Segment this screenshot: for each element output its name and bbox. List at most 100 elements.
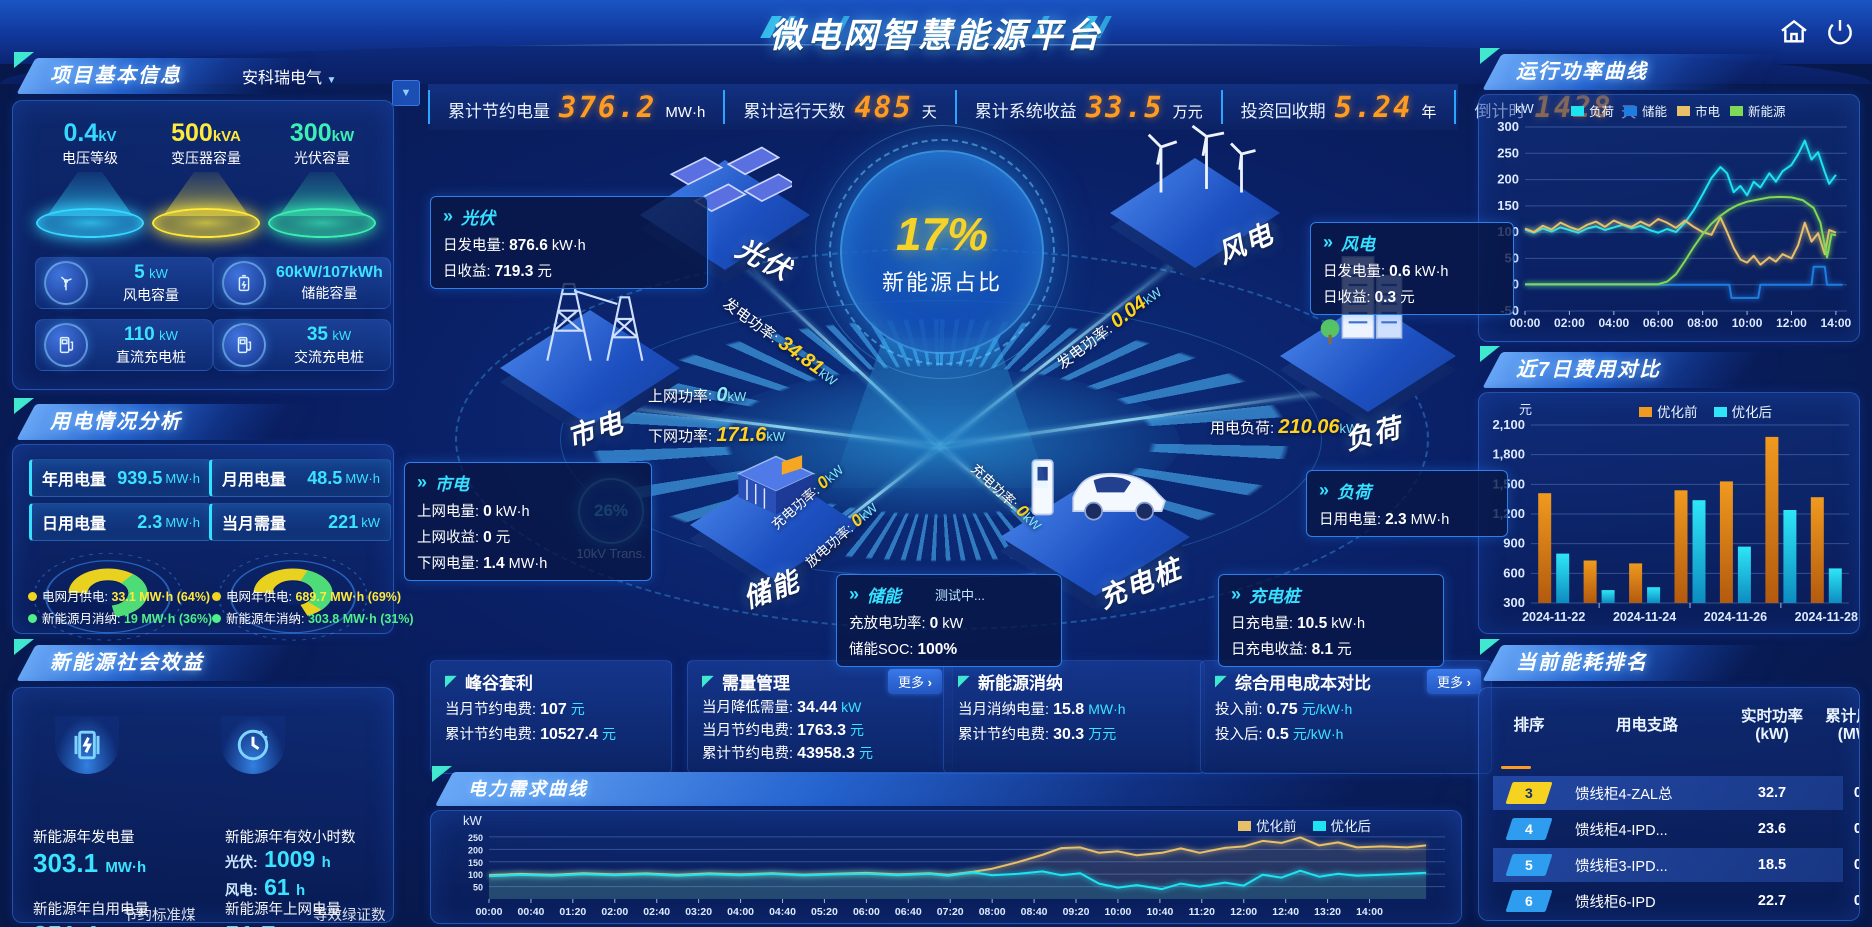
svg-text:08:00: 08:00	[1687, 316, 1718, 330]
battery-icon	[222, 261, 266, 305]
svg-text:14:00: 14:00	[1821, 316, 1852, 330]
svg-text:05:20: 05:20	[811, 906, 838, 918]
battery-lightning-icon	[55, 716, 119, 774]
svg-text:2024-11-28: 2024-11-28	[1795, 610, 1858, 624]
panel-usage-analysis: 用电情况分析 年用电量 939.5 MW·h 月用电量 48.5 MW·h 日用电量 2.…	[12, 398, 414, 641]
svg-text:250: 250	[1497, 145, 1519, 160]
card-renewable-consumption: 新能源消纳 当月消纳电量: 15.8 MW·h 累计节约电费: 30.3 万元	[943, 660, 1205, 774]
card-wind: 风电 日发电量: 0.6 kW·h 日收益: 0.3 元	[1310, 222, 1514, 315]
svg-text:00:40: 00:40	[518, 906, 545, 918]
svg-text:08:00: 08:00	[979, 906, 1006, 918]
donut-year-supply	[208, 541, 378, 651]
svg-text:150: 150	[468, 858, 483, 868]
island-storage	[690, 455, 860, 594]
card-pv: 光伏 日发电量: 876.6 kW·h 日收益: 719.3 元	[430, 196, 708, 289]
svg-text:14:00: 14:00	[1356, 906, 1383, 918]
cost-legend: 优化前 优化后	[1639, 401, 1772, 421]
panel-demand-curve: 电力需求曲线 kW 优化前 优化后 250 200 150 100 50 00:00 00:…	[430, 766, 1462, 927]
ranking-row[interactable]: 6 馈线柜6-IPD 22.7 0.1	[1493, 884, 1859, 918]
coal-label: 节约标准煤	[123, 908, 196, 924]
pv-hours: 光伏: 1009 h	[225, 846, 331, 872]
svg-text:03:20: 03:20	[685, 906, 712, 918]
svg-text:09:20: 09:20	[1063, 906, 1090, 918]
self-use-value: 251.4 MW·h	[33, 920, 146, 927]
svg-text:10:00: 10:00	[1105, 906, 1132, 918]
hours-label: 新能源年有效小时数	[225, 830, 356, 846]
flow-load-power: 用电负荷: 210.06kW	[1210, 416, 1359, 438]
svg-text:2,100: 2,100	[1492, 417, 1525, 432]
card-load: 负荷 日用电量: 2.3 MW·h	[1306, 470, 1508, 537]
panel-title: 新能源社会效益	[50, 652, 204, 674]
stat-wind-capacity: 5 kW 风电容量	[35, 257, 213, 309]
panel-title: 运行功率曲线	[1516, 61, 1648, 83]
svg-text:250: 250	[468, 833, 483, 843]
svg-text:02:40: 02:40	[643, 906, 670, 918]
svg-text:12:00: 12:00	[1776, 316, 1807, 330]
export-label: 新能源年上网电量	[225, 902, 341, 918]
svg-text:200: 200	[468, 845, 483, 855]
kpi-run-days: 累计运行天数 485 天	[723, 90, 954, 124]
svg-text:0: 0	[1512, 277, 1519, 292]
panel-title: 当前能耗排名	[1516, 652, 1648, 674]
kpi-stats-bar: 累计节约电量 376.2 MW·h 累计运行天数 485 天 累计系统收益 33.5 万元 …	[428, 84, 1636, 130]
wind-turbine-icon	[44, 261, 88, 305]
power-curve-chart: 300250200150100500-5000:0002:0004:0006:0…	[1479, 117, 1859, 337]
more-button[interactable]: 更多	[888, 669, 942, 694]
export-value: 51.7 MW·h	[225, 920, 324, 927]
svg-text:04:00: 04:00	[1598, 316, 1629, 330]
panel-project-info: 项目基本信息 安科瑞电气 ▼ 0.4kV 电压等级 500kVA 变压器容量 3…	[12, 52, 394, 394]
stat-pv-capacity: 300kW 光伏容量	[263, 119, 381, 238]
kpi-revenue: 累计系统收益 33.5 万元	[954, 90, 1221, 124]
more-button[interactable]: 更多	[1427, 669, 1481, 694]
ranking-row[interactable]: 5 馈线柜3-IPD... 18.5 0.1	[1493, 848, 1859, 882]
card-cost-compare: 综合用电成本对比 更多 投入前: 0.75 元/kW·h 投入后: 0.5 元/…	[1200, 660, 1492, 774]
y-axis-unit: 元	[1519, 402, 1533, 417]
island-grid	[500, 282, 680, 440]
stat-storage-capacity: 60kW/107kWh 储能容量	[213, 257, 391, 309]
legend-year-renewable: 新能源年消纳: 303.8 MW·h (31%)	[212, 608, 414, 627]
page-title: 微电网智慧能源平台	[769, 17, 1103, 55]
battery-container-icon	[736, 455, 816, 515]
svg-text:2024-11-26: 2024-11-26	[1704, 610, 1767, 624]
panel-title: 近7日费用对比	[1516, 359, 1662, 381]
renewable-share-label: 新能源占比	[881, 270, 1002, 295]
svg-text:300: 300	[1497, 119, 1519, 134]
flow-feedin-power: 上网功率: 0kW	[648, 384, 747, 406]
metric-day-usage: 日用电量 2.3 MW·h	[29, 503, 211, 541]
panel-title: 电力需求曲线	[468, 779, 588, 799]
svg-text:12:00: 12:00	[1230, 906, 1257, 918]
cost-compare-chart: 2,100 1,800 1,500 1,200 900 600 300 2024-11-22 2…	[1479, 417, 1859, 629]
y-axis-unit: kW	[463, 813, 482, 828]
svg-text:06:00: 06:00	[1643, 316, 1674, 330]
svg-text:12:40: 12:40	[1272, 906, 1299, 918]
card-charger: 充电桩 日充电量: 10.5 kW·h 日充电收益: 8.1 元	[1218, 574, 1444, 667]
hours-pedestal	[193, 716, 313, 774]
panel-cost-compare: 近7日费用对比 元 优化前 优化后 2,100 1,800 1,500 1,200 90…	[1478, 346, 1860, 638]
renewable-share-core: 17% 新能源占比	[815, 125, 1069, 379]
card-peak-valley: 峰谷套利 当月节约电费: 107 元 累计节约电费: 10527.4 元	[430, 660, 672, 774]
flow-offtake-power: 下网功率: 171.6kW	[648, 424, 786, 446]
svg-text:01:20: 01:20	[559, 906, 586, 918]
svg-text:150: 150	[1497, 198, 1519, 213]
power-legend: 负荷 储能 市电 新能源	[1571, 101, 1786, 120]
svg-text:13:20: 13:20	[1314, 906, 1341, 918]
home-icon[interactable]	[1778, 16, 1810, 48]
ranking-row[interactable]: 3 馈线柜4-ZAL总 32.7 0.3	[1493, 776, 1859, 810]
demand-curve-chart: 250 200 150 100 50 00:00 00:40 01:20 02:00 02:40 0…	[431, 811, 1461, 921]
power-icon[interactable]	[1824, 16, 1856, 48]
metric-year-usage: 年用电量 939.5 MW·h	[29, 459, 211, 497]
panel-title: 项目基本信息	[50, 65, 182, 87]
ev-car-charger-icon	[1031, 459, 1166, 521]
y-axis-unit: kW	[1515, 101, 1534, 116]
card-grid: 市电 上网电量: 0 kW·h 上网收益: 0 元 下网电量: 1.4 MW·h	[404, 462, 652, 581]
company-dropdown[interactable]: 安科瑞电气 ▼	[242, 70, 337, 87]
svg-text:02:00: 02:00	[601, 906, 628, 918]
stat-dc-charger: 110 kW 直流充电桩	[35, 319, 213, 371]
svg-text:1,800: 1,800	[1492, 447, 1525, 462]
ranking-row[interactable]: 4 馈线柜4-IPD... 23.6 0.2	[1493, 812, 1859, 846]
svg-text:200: 200	[1497, 172, 1519, 187]
svg-text:600: 600	[1503, 565, 1525, 580]
collapse-toggle[interactable]	[392, 80, 420, 106]
